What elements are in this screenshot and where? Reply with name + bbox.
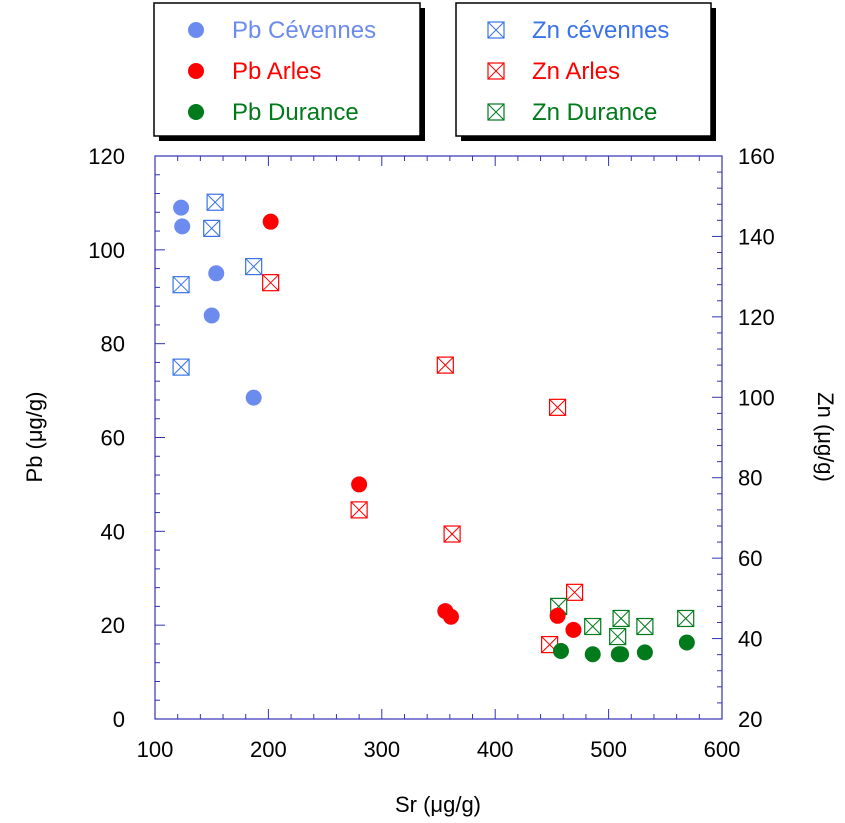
data-point [636, 644, 653, 661]
data-point [548, 398, 567, 416]
data-point [613, 646, 630, 663]
legend-marker [188, 104, 204, 120]
legend-marker [487, 103, 505, 121]
y-left-tick-label: 60 [101, 426, 125, 451]
data-point [203, 307, 220, 324]
y-right-tick-label: 20 [738, 707, 762, 732]
data-point [636, 617, 654, 636]
data-point [172, 276, 190, 294]
data-point [565, 621, 582, 638]
y-right-tick-label: 120 [738, 305, 775, 330]
y-right-tick-label: 40 [738, 627, 762, 652]
data-point [173, 199, 190, 216]
legend-marker [487, 21, 505, 39]
data-point [565, 583, 584, 601]
data-point [443, 525, 461, 543]
y-left-tick-label: 0 [113, 707, 125, 732]
legend-zn: Zn cévennes Zn Arles Zn Durance [455, 2, 716, 141]
data-point [442, 608, 459, 625]
x-tick-label: 300 [363, 737, 400, 762]
data-point [262, 213, 279, 230]
data-point [584, 646, 601, 663]
data-point [245, 389, 262, 406]
data-point [174, 218, 191, 235]
data-point [609, 627, 627, 646]
x-tick-label: 100 [137, 737, 174, 762]
data-point [552, 642, 569, 659]
axis-tick-labels: 100 200 300 400 500 600 0 20 40 60 80 100 120 20 40 60 8… [88, 144, 774, 762]
legend-label: Pb Cévennes [232, 17, 376, 44]
y-right-tick-label: 80 [738, 466, 762, 491]
legend-label: Pb Arles [232, 58, 321, 85]
data-point [612, 609, 630, 628]
legend-pb: Pb Cévennes Pb Arles Pb Durance [153, 2, 425, 141]
x-axis-title: Sr (μg/g) [395, 792, 481, 817]
data-point [549, 607, 566, 624]
x-tick-label: 200 [250, 737, 287, 762]
x-tick-label: 600 [704, 737, 741, 762]
y-right-tick-label: 140 [738, 224, 775, 249]
data-point [208, 265, 225, 282]
legend-label: Pb Durance [232, 99, 359, 126]
y-left-tick-label: 20 [101, 613, 125, 638]
legend-label: Zn Arles [532, 58, 620, 85]
legend-marker [487, 62, 505, 80]
legend-label: Zn Durance [532, 99, 657, 126]
y-right-axis-title: Zn (μg/g) [813, 392, 838, 482]
data-points [172, 193, 695, 663]
y-right-tick-label: 60 [738, 546, 762, 571]
y-left-tick-label: 40 [101, 519, 125, 544]
y-left-axis-title: Pb (μg/g) [22, 392, 47, 483]
data-point [678, 634, 695, 651]
data-point [262, 274, 280, 292]
data-point [203, 219, 221, 237]
data-point [245, 257, 263, 276]
x-tick-label: 500 [590, 737, 627, 762]
y-left-tick-label: 80 [101, 332, 125, 357]
legend-marker [188, 63, 204, 79]
data-point [436, 356, 454, 374]
data-point [351, 476, 368, 493]
data-point [206, 193, 224, 211]
data-point [350, 501, 368, 519]
legend-marker [188, 22, 204, 38]
y-left-tick-label: 120 [88, 144, 125, 169]
legend-label: Zn cévennes [532, 17, 669, 44]
y-right-tick-label: 160 [738, 144, 775, 169]
data-point [677, 609, 695, 628]
axis-ticks [154, 155, 723, 720]
x-tick-label: 400 [477, 737, 514, 762]
data-point [172, 358, 190, 376]
y-right-tick-label: 100 [738, 385, 775, 410]
data-point [584, 617, 602, 636]
y-left-tick-label: 100 [88, 238, 125, 263]
